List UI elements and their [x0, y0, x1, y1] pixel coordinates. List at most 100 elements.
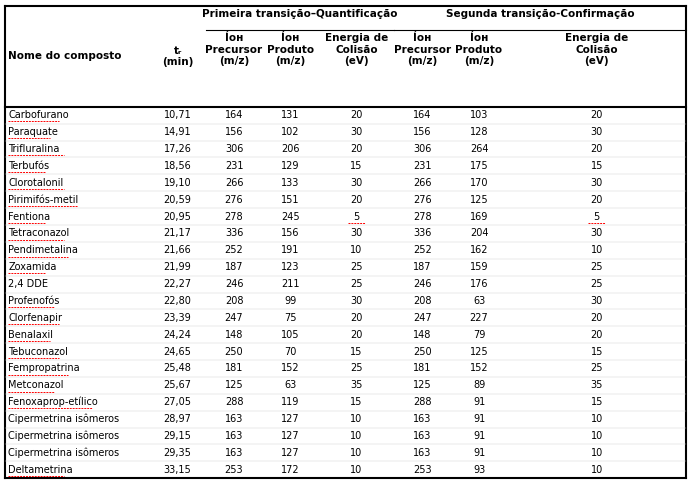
Text: 172: 172: [281, 465, 300, 475]
Text: 30: 30: [350, 127, 363, 137]
Text: Energia de
Colisão
(eV): Energia de Colisão (eV): [325, 33, 388, 66]
Text: 278: 278: [413, 212, 432, 222]
Text: 10: 10: [591, 448, 603, 458]
Text: 231: 231: [225, 161, 243, 171]
Text: 33,15: 33,15: [164, 465, 191, 475]
Text: 10: 10: [591, 414, 603, 424]
Text: 21,66: 21,66: [164, 245, 191, 255]
Text: 22,27: 22,27: [164, 279, 191, 289]
Text: 63: 63: [473, 296, 485, 306]
Text: 20: 20: [591, 110, 603, 120]
Text: 250: 250: [413, 347, 432, 357]
Text: Segunda transição-Confirmação: Segunda transição-Confirmação: [446, 9, 634, 19]
Text: Carbofurano: Carbofurano: [8, 110, 69, 120]
Text: 20: 20: [350, 144, 363, 154]
Text: 119: 119: [281, 397, 300, 407]
Text: 30: 30: [591, 178, 603, 188]
Text: 15: 15: [591, 347, 603, 357]
Text: 23,39: 23,39: [164, 313, 191, 323]
Text: Zoxamida: Zoxamida: [8, 262, 57, 272]
Text: 208: 208: [225, 296, 243, 306]
Text: 30: 30: [591, 228, 603, 239]
Text: 156: 156: [281, 228, 300, 239]
Text: 25: 25: [590, 262, 603, 272]
Text: 164: 164: [225, 110, 243, 120]
Text: Íон
Precursor
(m/z): Íон Precursor (m/z): [394, 33, 451, 66]
Text: 125: 125: [470, 195, 489, 205]
Text: Íон
Produto
(m/z): Íон Produto (m/z): [455, 33, 502, 66]
Text: 10: 10: [350, 448, 363, 458]
Text: 25: 25: [350, 279, 363, 289]
Text: 227: 227: [470, 313, 489, 323]
Text: 2,4 DDE: 2,4 DDE: [8, 279, 48, 289]
Text: 99: 99: [284, 296, 296, 306]
Text: 18,56: 18,56: [164, 161, 191, 171]
Text: 125: 125: [225, 380, 243, 390]
Text: Paraquate: Paraquate: [8, 127, 58, 137]
Text: 247: 247: [413, 313, 432, 323]
Text: 288: 288: [413, 397, 432, 407]
Text: 24,24: 24,24: [164, 330, 191, 340]
Text: 181: 181: [413, 363, 432, 374]
Text: 25: 25: [350, 363, 363, 374]
Text: 70: 70: [284, 347, 296, 357]
Text: 20: 20: [350, 330, 363, 340]
Text: 247: 247: [225, 313, 243, 323]
Text: 20: 20: [591, 144, 603, 154]
Text: 163: 163: [413, 414, 432, 424]
Text: 266: 266: [225, 178, 243, 188]
Text: Terbufós: Terbufós: [8, 161, 49, 171]
Text: 20: 20: [591, 313, 603, 323]
Text: 75: 75: [284, 313, 296, 323]
Text: Nome do composto: Nome do composto: [8, 52, 122, 62]
Text: 156: 156: [225, 127, 243, 137]
Text: 20: 20: [350, 313, 363, 323]
Text: Trifluralina: Trifluralina: [8, 144, 59, 154]
Text: 91: 91: [473, 397, 485, 407]
Text: Cipermetrina isômeros: Cipermetrina isômeros: [8, 448, 120, 458]
Text: 30: 30: [350, 296, 363, 306]
Text: 152: 152: [470, 363, 489, 374]
Text: 336: 336: [413, 228, 432, 239]
Text: 10: 10: [591, 245, 603, 255]
Text: 250: 250: [225, 347, 243, 357]
Text: 103: 103: [470, 110, 489, 120]
Text: 127: 127: [281, 448, 300, 458]
Text: 10: 10: [591, 431, 603, 441]
Text: Profenofós: Profenofós: [8, 296, 59, 306]
Text: 204: 204: [470, 228, 489, 239]
Text: 336: 336: [225, 228, 243, 239]
Text: 15: 15: [591, 161, 603, 171]
Text: 30: 30: [591, 127, 603, 137]
Text: 25: 25: [590, 279, 603, 289]
Text: Pirimifós-metil: Pirimifós-metil: [8, 195, 79, 205]
Text: 10: 10: [350, 431, 363, 441]
Text: 5: 5: [353, 212, 359, 222]
Text: 30: 30: [350, 178, 363, 188]
Text: 15: 15: [591, 397, 603, 407]
Text: 35: 35: [591, 380, 603, 390]
Text: 169: 169: [470, 212, 489, 222]
Text: 181: 181: [225, 363, 243, 374]
Text: 91: 91: [473, 414, 485, 424]
Text: 163: 163: [225, 448, 243, 458]
Text: Clorotalonil: Clorotalonil: [8, 178, 64, 188]
Text: 152: 152: [281, 363, 300, 374]
Text: 253: 253: [413, 465, 432, 475]
Text: 246: 246: [413, 279, 432, 289]
Text: 10: 10: [350, 414, 363, 424]
Text: 123: 123: [281, 262, 300, 272]
Text: 105: 105: [281, 330, 300, 340]
Text: 127: 127: [281, 414, 300, 424]
Text: 163: 163: [413, 448, 432, 458]
Text: 246: 246: [225, 279, 243, 289]
Text: 14,91: 14,91: [164, 127, 191, 137]
Text: 159: 159: [470, 262, 489, 272]
Text: 253: 253: [225, 465, 243, 475]
Text: 163: 163: [413, 431, 432, 441]
Text: 25: 25: [350, 262, 363, 272]
Text: 191: 191: [281, 245, 300, 255]
Text: 91: 91: [473, 448, 485, 458]
Text: 128: 128: [470, 127, 489, 137]
Text: 27,05: 27,05: [164, 397, 191, 407]
